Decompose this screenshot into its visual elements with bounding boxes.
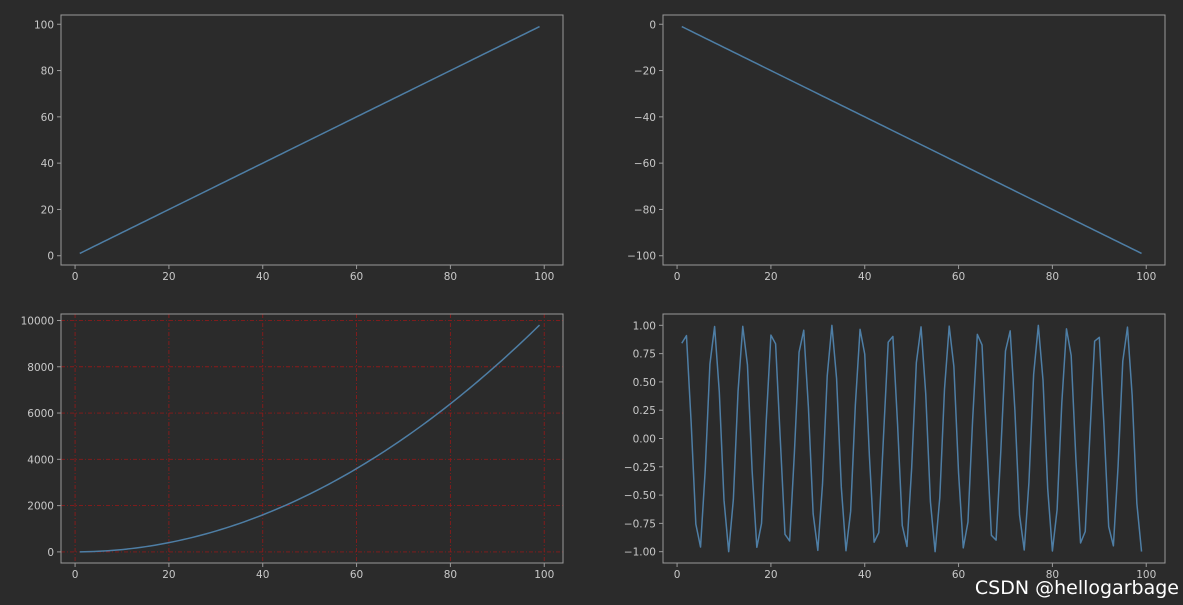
x-tick-label: 20 — [162, 271, 175, 283]
x-tick-label: 20 — [764, 271, 777, 283]
x-tick-label: 0 — [674, 271, 681, 283]
subplot-negative-linear: 0 20 40 60 80 100 0 −20 −40 −60 −80 −100 — [627, 14, 1166, 283]
y-tick-label: 0 — [649, 19, 656, 31]
y-tick-label: −0.50 — [624, 490, 656, 502]
series-line — [79, 324, 541, 553]
x-tick-label: 100 — [534, 271, 554, 283]
axes-frame — [60, 313, 564, 564]
x-tick-label: 80 — [1046, 569, 1059, 581]
x-tick-label: 0 — [72, 569, 79, 581]
y-tick-label: 0.50 — [633, 377, 656, 389]
y-tick-label: 80 — [41, 66, 54, 78]
x-tick-label: 40 — [858, 271, 871, 283]
x-tick-label: 100 — [1136, 569, 1156, 581]
x-tick-label: 20 — [764, 569, 777, 581]
subplot-linear: 0 20 40 60 80 100 0 20 40 60 80 100 — [34, 14, 564, 283]
y-tick-label: 0 — [47, 547, 54, 559]
x-tick-label: 100 — [534, 569, 554, 581]
axes-frame — [60, 14, 564, 266]
y-tick-label: 0.00 — [633, 434, 656, 446]
x-tick-label: 80 — [1046, 271, 1059, 283]
x-tick-label: 80 — [444, 271, 457, 283]
x-tick-label: 60 — [952, 271, 965, 283]
axes-frame — [662, 14, 1166, 266]
x-tick-label: 60 — [350, 271, 363, 283]
subplot-quadratic: 0 20 40 60 80 100 0 2000 4000 6000 8000 10000 — [21, 313, 564, 581]
watermark: CSDN @hellogarbage — [974, 577, 1179, 599]
y-tick-label: 100 — [34, 19, 54, 31]
y-tick-label: −100 — [627, 251, 656, 263]
subplot-sine: 0 20 40 60 80 100 1.00 0.75 0.50 0.25 0.00 −0.25 −0.… — [624, 313, 1166, 581]
y-tick-label: −20 — [634, 66, 656, 78]
x-tick-label: 80 — [444, 569, 457, 581]
x-tick-label: 60 — [952, 569, 965, 581]
y-tick-label: 1.00 — [633, 320, 656, 332]
x-tick-label: 100 — [1136, 271, 1156, 283]
series-line — [681, 25, 1142, 255]
y-tick-label: 0.75 — [633, 349, 656, 361]
series-line — [79, 25, 540, 255]
y-tick-label: −1.00 — [624, 547, 656, 559]
x-tick-label: 40 — [858, 569, 871, 581]
x-tick-label: 0 — [72, 271, 79, 283]
series-line — [681, 324, 1143, 553]
x-tick-label: 40 — [256, 569, 269, 581]
y-tick-label: −0.75 — [624, 518, 656, 530]
y-tick-label: 60 — [41, 112, 54, 124]
y-tick-label: 6000 — [27, 408, 54, 420]
y-tick-label: −40 — [634, 112, 656, 124]
y-tick-label: −80 — [634, 204, 656, 216]
y-tick-label: 4000 — [27, 454, 54, 466]
y-tick-label: 40 — [41, 158, 54, 170]
y-tick-label: 20 — [41, 204, 54, 216]
x-tick-label: 40 — [256, 271, 269, 283]
y-tick-label: 10000 — [21, 315, 54, 327]
y-tick-label: 0.25 — [633, 405, 656, 417]
y-tick-label: 2000 — [27, 501, 54, 513]
y-tick-label: −0.25 — [624, 462, 656, 474]
x-tick-label: 0 — [674, 569, 681, 581]
y-tick-label: 0 — [47, 251, 54, 263]
y-tick-label: −60 — [634, 158, 656, 170]
x-tick-label: 20 — [162, 569, 175, 581]
y-tick-label: 8000 — [27, 362, 54, 374]
x-tick-label: 60 — [350, 569, 363, 581]
